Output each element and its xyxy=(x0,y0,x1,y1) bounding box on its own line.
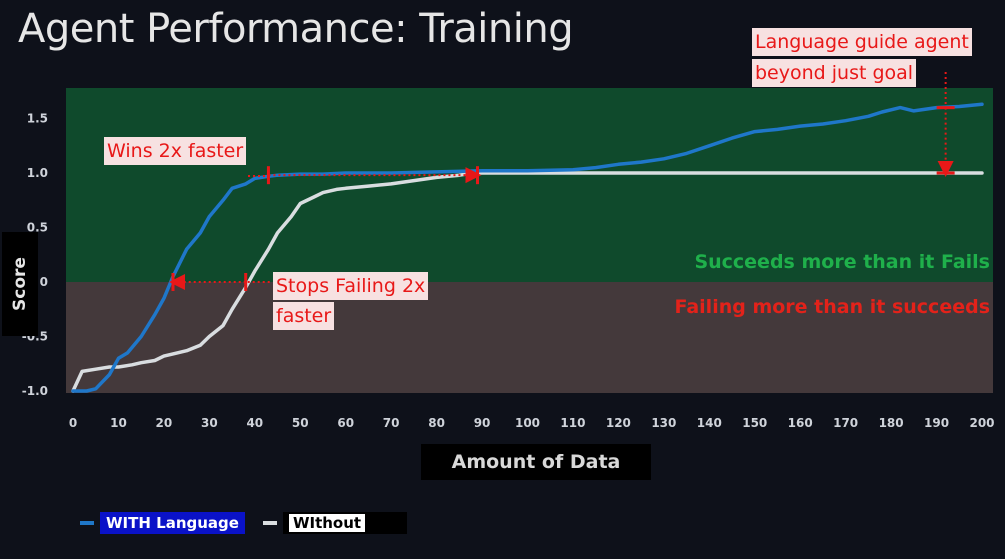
y-axis-label-box xyxy=(2,232,38,336)
x-tick-label: 60 xyxy=(337,416,354,430)
series-line-with-language xyxy=(71,102,984,393)
x-tick-label: 40 xyxy=(246,416,263,430)
callout-language-guide-line2: beyond just goal xyxy=(752,59,917,87)
x-tick-label: 160 xyxy=(788,416,813,430)
legend-swatch-with-language xyxy=(80,521,94,525)
legend-label-with-language: WITH Language xyxy=(100,512,245,534)
y-tick-label: 0 xyxy=(40,275,48,289)
chart-plot-area: Succeeds more than it Fails Failing more … xyxy=(22,72,995,430)
x-tick-label: 150 xyxy=(742,416,767,430)
region-label-failing: Failing more than it succeeds xyxy=(674,296,990,318)
x-tick-label: 50 xyxy=(292,416,309,430)
y-tick-label: -1.0 xyxy=(22,384,48,398)
x-tick-label: 110 xyxy=(560,416,585,430)
y-tick-label: 0.5 xyxy=(27,221,48,235)
region-label-succeeds: Succeeds more than it Fails xyxy=(694,251,990,273)
x-tick-label: 0 xyxy=(69,416,77,430)
x-tick-label: 140 xyxy=(697,416,722,430)
x-tick-label: 10 xyxy=(110,416,127,430)
y-tick-label: 1.5 xyxy=(27,112,48,126)
x-tick-label: 170 xyxy=(833,416,858,430)
callout-stops-failing-line2: faster xyxy=(273,302,335,330)
y-tick-label: 1.0 xyxy=(27,166,48,180)
x-axis-label: Amount of Data xyxy=(421,444,651,480)
x-tick-label: 70 xyxy=(383,416,400,430)
x-tick-label: 20 xyxy=(156,416,173,430)
series-line-without xyxy=(71,171,984,393)
y-axis-label: Score xyxy=(10,257,30,311)
legend-label-without-box: WIthout xyxy=(282,512,408,534)
x-tick-label: 30 xyxy=(201,416,218,430)
callout-language-guide-line1: Language guide agent xyxy=(752,28,972,56)
x-tick-label: 120 xyxy=(606,416,631,430)
x-tick-label: 190 xyxy=(924,416,949,430)
callout-stops-failing-line1: Stops Failing 2x xyxy=(273,272,429,300)
x-tick-label: 200 xyxy=(969,416,994,430)
legend: WITH Language WIthout xyxy=(80,507,408,539)
legend-label-without: WIthout xyxy=(288,514,366,532)
x-tick-label: 80 xyxy=(428,416,445,430)
chart-title: Agent Performance: Training xyxy=(18,6,574,52)
x-tick-label: 100 xyxy=(515,416,540,430)
x-tick-label: 180 xyxy=(879,416,904,430)
region-failing xyxy=(66,282,993,393)
callout-wins-faster: Wins 2x faster xyxy=(104,137,247,165)
x-tick-label: 130 xyxy=(651,416,676,430)
x-tick-label: 90 xyxy=(474,416,491,430)
legend-swatch-without xyxy=(262,521,277,525)
